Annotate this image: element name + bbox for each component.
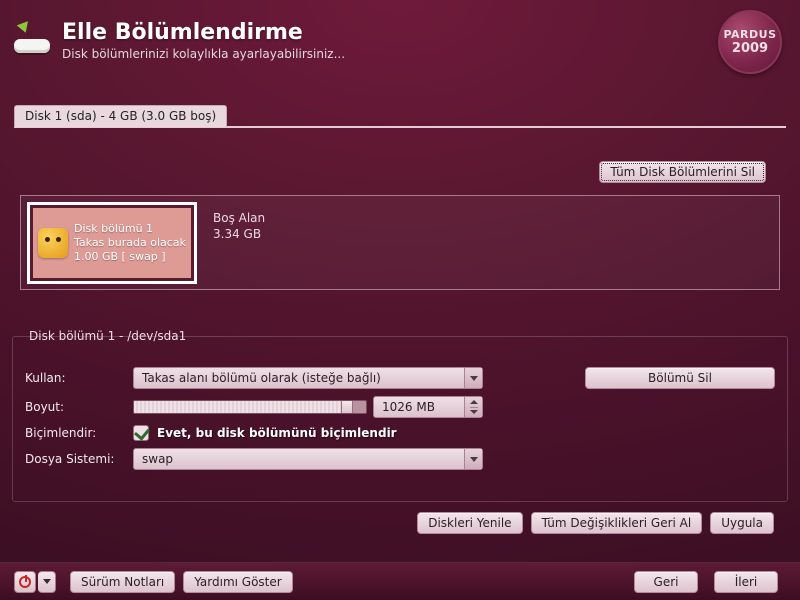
partition-card-text: Disk bölümü 1 Takas burada olacak 1.00 G… [74, 222, 186, 264]
spin-arrows-icon [464, 397, 482, 417]
format-checkbox-label: Evet, bu disk bölümünü biçimlendir [157, 426, 397, 440]
help-label: Yardımı Göster [194, 575, 281, 589]
show-help-button[interactable]: Yardımı Göster [183, 571, 292, 593]
next-button[interactable]: İleri [714, 571, 778, 593]
slider-handle-icon[interactable] [341, 400, 353, 414]
chevron-down-icon [464, 449, 482, 469]
size-label: Boyut: [25, 400, 125, 414]
use-label: Kullan: [25, 371, 125, 385]
partition-strip: Disk bölümü 1 Takas burada olacak 1.00 G… [20, 195, 780, 290]
partition-size: 1.00 GB [ swap ] [74, 250, 186, 264]
page-title: Elle Bölümlendirme [62, 20, 345, 45]
delete-all-partitions-button[interactable]: Tüm Disk Bölümlerini Sil [599, 161, 766, 183]
size-slider[interactable] [133, 396, 367, 418]
apply-label: Uygula [721, 516, 763, 530]
partition-card-selected[interactable]: Disk bölümü 1 Takas burada olacak 1.00 G… [27, 202, 197, 284]
release-notes-label: Sürüm Notları [81, 575, 164, 589]
format-label: Biçimlendir: [25, 426, 125, 440]
filesystem-combo-value: swap [142, 452, 173, 466]
size-value: 1026 MB [382, 400, 435, 414]
power-icon [19, 576, 31, 588]
detail-title: Disk bölümü 1 - /dev/sda1 [29, 329, 186, 343]
refresh-label: Diskleri Yenile [428, 516, 511, 530]
brand-name: PARDUS [723, 28, 776, 41]
free-space-size: 3.34 GB [213, 226, 265, 242]
back-button[interactable]: Geri [634, 571, 698, 593]
revert-changes-button[interactable]: Tüm Değişiklikleri Geri Al [531, 512, 703, 534]
leopard-icon [38, 228, 68, 258]
page-header: Elle Bölümlendirme Disk bölümlerinizi ko… [14, 20, 345, 61]
apply-button[interactable]: Uygula [710, 512, 774, 534]
power-button[interactable] [14, 571, 36, 593]
format-checkbox[interactable] [133, 425, 149, 441]
brand-badge: PARDUS 2009 [718, 10, 782, 74]
size-spinbox[interactable]: 1026 MB [373, 396, 483, 418]
revert-label: Tüm Değişiklikleri Geri Al [542, 516, 692, 530]
footer-bar: Sürüm Notları Yardımı Göster Geri İleri [0, 562, 800, 600]
partition-name: Disk bölümü 1 [74, 222, 186, 236]
release-notes-button[interactable]: Sürüm Notları [70, 571, 175, 593]
disk-icon [14, 25, 50, 57]
delete-partition-label: Bölümü Sil [648, 371, 712, 385]
free-space-card[interactable]: Boş Alan 3.34 GB [207, 202, 271, 283]
delete-all-label: Tüm Disk Bölümlerini Sil [610, 165, 755, 179]
partition-desc: Takas burada olacak [74, 236, 186, 250]
tab-disk-1[interactable]: Disk 1 (sda) - 4 GB (3.0 GB boş) [14, 105, 227, 127]
use-combo[interactable]: Takas alanı bölümü olarak (isteğe bağlı) [133, 367, 483, 389]
use-combo-value: Takas alanı bölümü olarak (isteğe bağlı) [142, 371, 381, 385]
filesystem-combo[interactable]: swap [133, 448, 483, 470]
page-subtitle: Disk bölümlerinizi kolaylıkla ayarlayabi… [62, 47, 345, 61]
power-menu-dropdown[interactable] [38, 571, 56, 593]
brand-year: 2009 [732, 41, 768, 56]
chevron-down-icon [464, 368, 482, 388]
action-row: Diskleri Yenile Tüm Değişiklikleri Geri … [417, 512, 774, 534]
next-label: İleri [735, 575, 758, 589]
back-label: Geri [654, 575, 679, 589]
filesystem-label: Dosya Sistemi: [25, 452, 125, 466]
free-space-label: Boş Alan [213, 210, 265, 226]
refresh-disks-button[interactable]: Diskleri Yenile [417, 512, 522, 534]
partition-detail-panel: Disk bölümü 1 - /dev/sda1 Kullan: Takas … [12, 336, 788, 502]
delete-partition-button[interactable]: Bölümü Sil [585, 367, 775, 389]
disk-tab-row: Disk 1 (sda) - 4 GB (3.0 GB boş) [14, 104, 786, 128]
